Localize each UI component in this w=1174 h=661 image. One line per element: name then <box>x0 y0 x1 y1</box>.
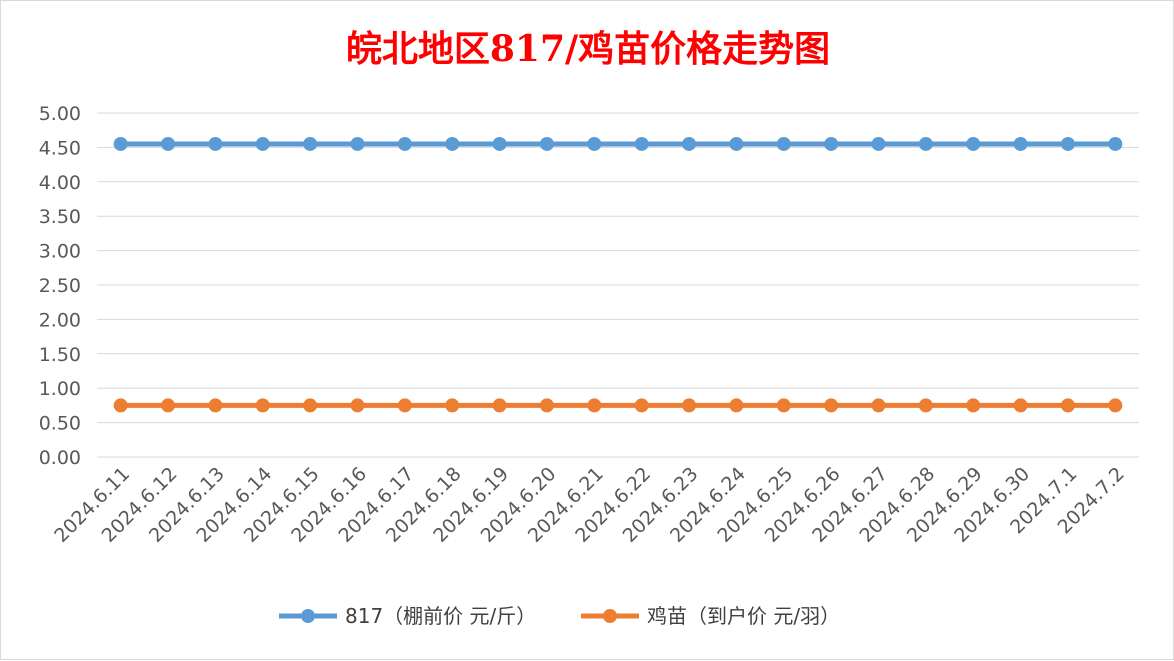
legend: 817（棚前价 元/斤） 鸡苗（到户价 元/羽） <box>279 604 840 628</box>
data-point <box>113 398 128 413</box>
y-tick-label: 2.50 <box>39 275 81 297</box>
data-point <box>113 136 128 151</box>
legend-item: 鸡苗（到户价 元/羽） <box>581 604 840 628</box>
data-point <box>1108 398 1123 413</box>
legend-swatch-marker <box>603 609 617 623</box>
data-point <box>255 136 270 151</box>
data-point <box>303 398 318 413</box>
data-point <box>871 398 886 413</box>
legend-swatch-marker <box>301 609 315 623</box>
data-point <box>445 136 460 151</box>
data-point <box>1013 398 1028 413</box>
legend-label: 鸡苗（到户价 元/羽） <box>647 604 840 628</box>
data-point <box>161 136 176 151</box>
data-point <box>1060 398 1075 413</box>
series-group <box>113 136 1123 413</box>
y-tick-label: 3.00 <box>39 241 81 263</box>
y-tick-label: 5.00 <box>39 103 81 125</box>
data-point <box>303 136 318 151</box>
legend-label: 817（棚前价 元/斤） <box>345 604 536 628</box>
y-tick-label: 0.50 <box>39 413 81 435</box>
data-point <box>682 136 697 151</box>
data-point <box>966 136 981 151</box>
data-point <box>587 398 602 413</box>
data-point <box>587 136 602 151</box>
y-tick-label: 1.50 <box>39 344 81 366</box>
data-point <box>918 136 933 151</box>
data-point <box>492 398 507 413</box>
data-point <box>208 136 223 151</box>
data-point <box>445 398 460 413</box>
data-point <box>255 398 270 413</box>
data-point <box>918 398 933 413</box>
y-tick-label: 1.00 <box>39 378 81 400</box>
data-point <box>1060 136 1075 151</box>
data-point <box>1013 136 1028 151</box>
data-point <box>729 136 744 151</box>
chart-title: 皖北地区817/鸡苗价格走势图 <box>346 28 830 70</box>
data-point <box>1108 136 1123 151</box>
series-1 <box>113 136 1123 151</box>
data-point <box>161 398 176 413</box>
data-point <box>539 398 554 413</box>
y-tick-label: 3.50 <box>39 206 81 228</box>
legend-item: 817（棚前价 元/斤） <box>279 604 536 628</box>
data-point <box>397 398 412 413</box>
data-point <box>350 136 365 151</box>
data-point <box>492 136 507 151</box>
data-point <box>871 136 886 151</box>
data-point <box>776 136 791 151</box>
series-2 <box>113 398 1123 413</box>
y-tick-label: 4.50 <box>39 137 81 159</box>
x-axis: 2024.6.112024.6.122024.6.132024.6.142024… <box>50 463 1129 547</box>
data-point <box>776 398 791 413</box>
data-point <box>208 398 223 413</box>
y-tick-label: 0.00 <box>39 447 81 469</box>
gridlines <box>97 112 1139 458</box>
data-point <box>729 398 744 413</box>
y-axis: 0.00 0.50 1.00 1.50 2.00 2.50 3.00 3.50 4.00 4.50… <box>39 103 81 469</box>
y-tick-label: 2.00 <box>39 309 81 331</box>
data-point <box>824 136 839 151</box>
data-point <box>350 398 365 413</box>
data-point <box>539 136 554 151</box>
data-point <box>397 136 412 151</box>
data-point <box>634 398 649 413</box>
data-point <box>824 398 839 413</box>
data-point <box>682 398 697 413</box>
y-tick-label: 4.00 <box>39 172 81 194</box>
data-point <box>634 136 649 151</box>
data-point <box>966 398 981 413</box>
